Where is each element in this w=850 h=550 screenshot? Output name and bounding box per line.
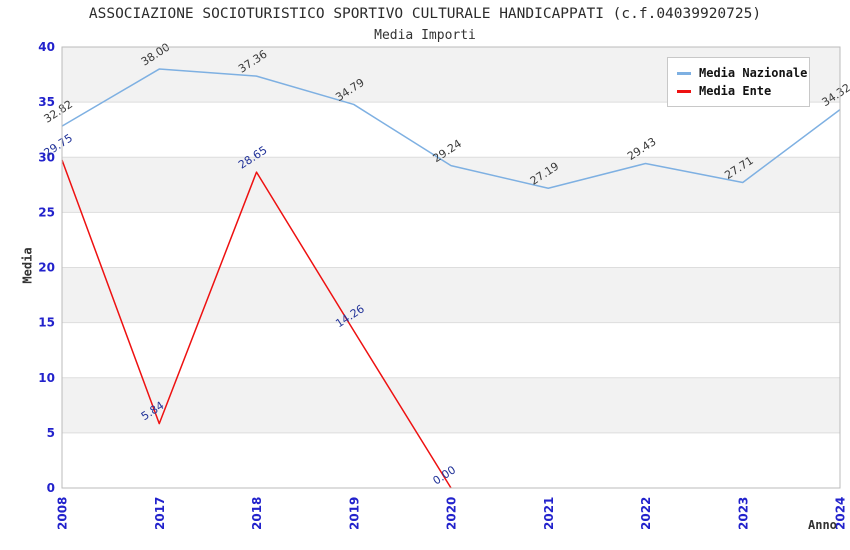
y-tick-label: 25 [38,205,55,219]
legend-item-media-nazionale: Media Nazionale [677,64,807,82]
x-tick-label: 2024 [834,497,848,530]
series-line-1 [61,159,452,489]
x-tick-label: 2019 [347,497,361,530]
x-tick-label: 2022 [639,497,653,530]
legend: Media Nazionale Media Ente [667,57,810,107]
y-axis-title: Media [20,247,35,284]
y-tick-label: 10 [38,371,55,385]
legend-label-media-ente: Media Ente [699,84,772,98]
plot-band [62,212,840,268]
legend-line-swatch-red-icon [677,89,691,93]
y-tick-label: 40 [38,40,55,54]
x-tick-label: 2008 [56,497,70,530]
plot-border [61,46,841,489]
x-tick-label: 2021 [542,497,556,530]
chart-title: ASSOCIAZIONE SOCIOTURISTICO SPORTIVO CUL… [88,6,762,22]
y-tick-label: 35 [38,95,55,109]
plot-band [62,267,840,323]
x-tick-label: 2017 [153,497,167,530]
legend-label-media-nazionale: Media Nazionale [699,66,808,80]
y-tick-label: 5 [47,426,55,440]
y-tick-label: 30 [38,150,55,164]
y-tick-label: 20 [38,261,55,275]
plot-band [62,322,840,378]
chart-subtitle: Media Importi [374,28,476,43]
y-tick-label: 0 [47,481,55,495]
x-tick-label: 2020 [445,497,459,530]
x-tick-label: 2023 [736,497,750,530]
y-tick-label: 15 [38,316,55,330]
x-axis-title: Anno [808,518,837,532]
legend-item-media-ente: Media Ente [677,82,803,100]
legend-line-swatch-blue-icon [677,71,691,75]
plot-band [62,432,840,488]
plot-band [62,377,840,433]
x-tick-label: 2018 [250,497,264,530]
plot-band [62,102,840,158]
series-line-0 [61,68,841,189]
plot-band [62,157,840,213]
